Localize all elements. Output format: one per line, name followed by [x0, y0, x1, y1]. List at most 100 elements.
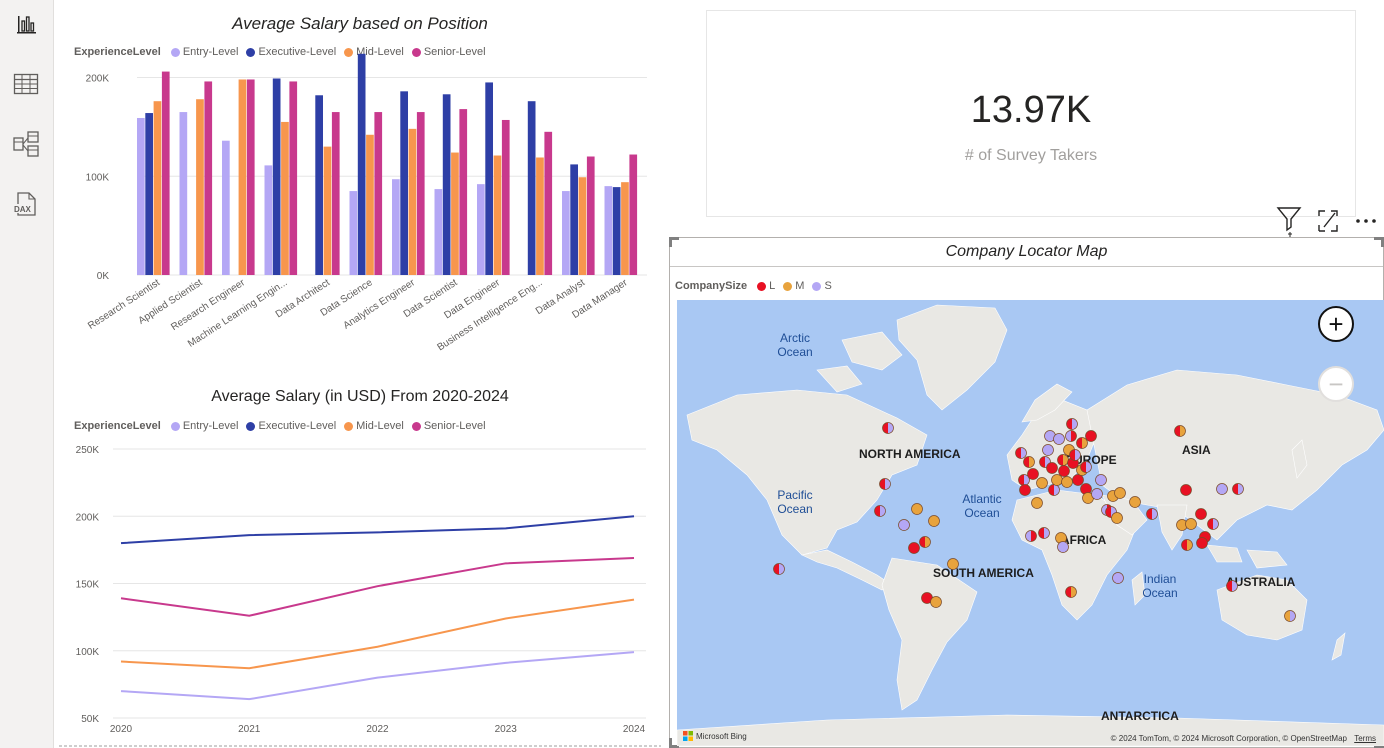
company-marker[interactable] [1216, 483, 1228, 495]
company-marker[interactable] [1058, 465, 1070, 477]
bar[interactable] [161, 71, 170, 275]
bar[interactable] [264, 165, 273, 275]
company-marker[interactable] [1031, 497, 1043, 509]
bar[interactable] [562, 191, 570, 275]
bar[interactable] [374, 112, 383, 275]
bar[interactable] [434, 189, 443, 275]
company-marker[interactable] [911, 503, 923, 515]
company-marker[interactable] [1146, 508, 1158, 520]
dax-query-view-button[interactable]: DAX [8, 186, 44, 222]
company-marker[interactable] [1061, 476, 1073, 488]
bar[interactable] [536, 157, 544, 275]
company-marker[interactable] [1207, 518, 1219, 530]
model-view-button[interactable] [8, 126, 44, 162]
legend-item-executive[interactable]: Executive-Level [246, 420, 336, 432]
company-marker[interactable] [1038, 527, 1050, 539]
company-marker[interactable] [1195, 508, 1207, 520]
bar-chart-visual[interactable]: Average Salary based on Position Experie… [55, 0, 665, 375]
bar[interactable] [145, 113, 153, 275]
company-marker[interactable] [1080, 461, 1092, 473]
company-marker[interactable] [1112, 572, 1124, 584]
legend-item-small[interactable]: S [812, 280, 832, 292]
company-marker[interactable] [1057, 541, 1069, 553]
bar[interactable] [604, 186, 613, 275]
company-marker[interactable] [1023, 456, 1035, 468]
bar[interactable] [485, 82, 493, 275]
company-marker[interactable] [1111, 512, 1123, 524]
bar[interactable] [570, 164, 578, 275]
bar[interactable] [544, 131, 553, 275]
report-view-button[interactable] [8, 6, 44, 42]
resize-handle[interactable] [669, 738, 679, 748]
company-marker[interactable] [1019, 484, 1031, 496]
legend-item-executive[interactable]: Executive-Level [246, 46, 336, 58]
resize-handle[interactable] [1374, 237, 1384, 247]
legend-item-entry[interactable]: Entry-Level [170, 46, 238, 58]
series-line[interactable] [120, 598, 635, 670]
company-marker[interactable] [1018, 474, 1030, 486]
company-marker[interactable] [882, 422, 894, 434]
bar[interactable] [392, 179, 400, 275]
bar[interactable] [137, 117, 145, 275]
bar[interactable] [222, 140, 230, 275]
company-marker[interactable] [1129, 496, 1141, 508]
series-line[interactable] [120, 556, 635, 617]
bar[interactable] [323, 146, 332, 275]
company-marker[interactable] [1036, 477, 1048, 489]
company-marker[interactable] [1196, 537, 1208, 549]
bar[interactable] [459, 109, 468, 275]
bar[interactable] [246, 79, 255, 275]
bar[interactable] [621, 182, 629, 275]
bar[interactable] [527, 101, 536, 275]
legend-item-mid[interactable]: Mid-Level [344, 46, 404, 58]
bar[interactable] [238, 79, 247, 275]
bar[interactable] [289, 81, 298, 275]
bar[interactable] [196, 99, 204, 275]
zoom-in-button[interactable]: + [1318, 306, 1354, 342]
bar[interactable] [272, 78, 281, 275]
filter-icon[interactable] [1276, 205, 1302, 237]
legend-item-senior[interactable]: Senior-Level [411, 420, 486, 432]
bar[interactable] [477, 184, 485, 275]
company-marker[interactable] [930, 596, 942, 608]
table-view-button[interactable] [8, 66, 44, 102]
company-marker[interactable] [1025, 530, 1037, 542]
company-marker[interactable] [1181, 539, 1193, 551]
company-marker[interactable] [1051, 474, 1063, 486]
company-marker[interactable] [879, 478, 891, 490]
company-marker[interactable] [1091, 488, 1103, 500]
company-marker[interactable] [1114, 487, 1126, 499]
bar[interactable] [442, 94, 451, 275]
company-marker[interactable] [1284, 610, 1296, 622]
bar[interactable] [315, 95, 323, 276]
bar[interactable] [501, 119, 510, 276]
company-marker[interactable] [1053, 433, 1065, 445]
terms-link[interactable]: Terms [1354, 734, 1376, 743]
company-marker[interactable] [1015, 447, 1027, 459]
company-marker[interactable] [1226, 580, 1238, 592]
bar[interactable] [349, 191, 358, 275]
company-marker[interactable] [1057, 454, 1069, 466]
company-marker[interactable] [908, 542, 920, 554]
legend-item-mid[interactable]: Mid-Level [344, 420, 404, 432]
bar[interactable] [451, 152, 459, 275]
company-marker[interactable] [898, 519, 910, 531]
more-options-icon[interactable] [1354, 211, 1378, 231]
bar[interactable] [586, 156, 595, 276]
line-chart-visual[interactable]: Average Salary (in USD) From 2020-2024 E… [55, 380, 665, 748]
company-marker[interactable] [1174, 425, 1186, 437]
company-locator-map-visual[interactable]: Company Locator Map CompanySize L M S [669, 237, 1384, 748]
resize-handle[interactable] [669, 237, 679, 247]
legend-item-medium[interactable]: M [783, 280, 804, 292]
bar[interactable] [629, 154, 638, 275]
company-marker[interactable] [1085, 430, 1097, 442]
bar[interactable] [153, 101, 162, 275]
bar[interactable] [578, 177, 587, 275]
bar[interactable] [612, 187, 621, 275]
company-marker[interactable] [1185, 518, 1197, 530]
company-marker[interactable] [919, 536, 931, 548]
series-line[interactable] [120, 515, 635, 545]
bar[interactable] [204, 81, 213, 275]
company-marker[interactable] [1095, 474, 1107, 486]
company-marker[interactable] [1048, 484, 1060, 496]
